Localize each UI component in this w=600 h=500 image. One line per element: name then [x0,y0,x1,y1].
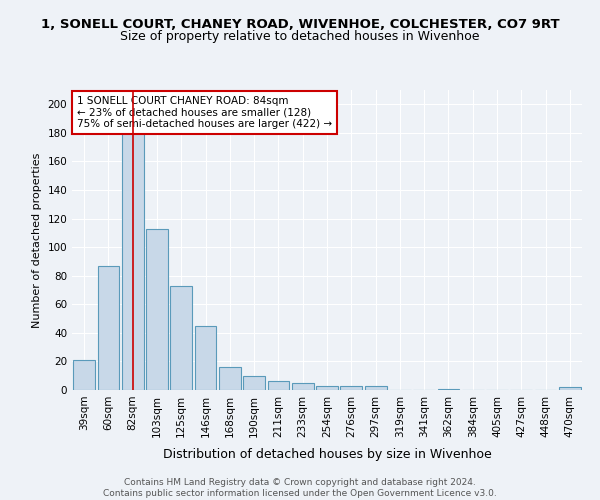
Y-axis label: Number of detached properties: Number of detached properties [32,152,42,328]
Bar [559,387,581,390]
Bar [365,386,386,390]
Text: Contains HM Land Registry data © Crown copyright and database right 2024.
Contai: Contains HM Land Registry data © Crown c… [103,478,497,498]
Bar [170,286,192,390]
Bar [73,360,95,390]
Bar [146,228,168,390]
Bar [268,382,289,390]
Bar [243,376,265,390]
X-axis label: Distribution of detached houses by size in Wivenhoe: Distribution of detached houses by size … [163,448,491,461]
Text: 1 SONELL COURT CHANEY ROAD: 84sqm
← 23% of detached houses are smaller (128)
75%: 1 SONELL COURT CHANEY ROAD: 84sqm ← 23% … [77,96,332,129]
Bar [97,266,119,390]
Bar [292,383,314,390]
Bar [316,386,338,390]
Text: Size of property relative to detached houses in Wivenhoe: Size of property relative to detached ho… [120,30,480,43]
Bar [437,388,460,390]
Text: 1, SONELL COURT, CHANEY ROAD, WIVENHOE, COLCHESTER, CO7 9RT: 1, SONELL COURT, CHANEY ROAD, WIVENHOE, … [41,18,559,30]
Bar [194,326,217,390]
Bar [340,386,362,390]
Bar [122,118,143,390]
Bar [219,367,241,390]
